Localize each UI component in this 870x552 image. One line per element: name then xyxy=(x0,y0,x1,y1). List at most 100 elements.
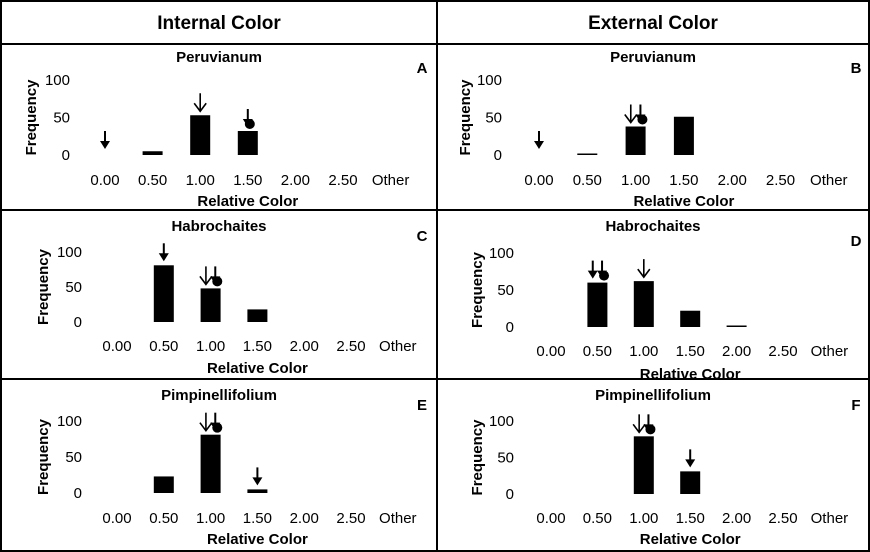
x-tick-label: 2.00 xyxy=(722,343,751,360)
x-tick-label: 2.00 xyxy=(290,338,319,355)
open-arrow-head xyxy=(637,268,651,279)
y-tick-label: 0 xyxy=(74,485,82,502)
bar-1.50 xyxy=(680,471,701,494)
bar-1.00 xyxy=(633,436,654,494)
filled-arrow-head xyxy=(100,141,110,149)
external-color-header: External Color xyxy=(588,13,718,34)
panel-letter: C xyxy=(417,228,428,245)
y-tick-label: 100 xyxy=(45,72,70,89)
y-tick-label: 0 xyxy=(62,147,70,164)
panel-a: Peruvianum A Frequency 0 50 100 0.00 0.50 1.00 1.… xyxy=(23,49,428,210)
dot-marker xyxy=(645,424,656,435)
y-axis-label: Frequency xyxy=(23,79,40,156)
x-tick-label: 0.50 xyxy=(583,510,612,527)
x-tick-label: 0.50 xyxy=(583,343,612,360)
x-tick-label: 0.00 xyxy=(524,172,553,189)
x-tick-label: 0.50 xyxy=(573,172,602,189)
x-tick-label: 1.00 xyxy=(621,172,650,189)
bar-1.00 xyxy=(200,434,221,493)
panel-d: Habrochaites D Frequency 0 50 100 0.00 0.50 1.00… xyxy=(469,218,862,383)
x-tick-label: 1.00 xyxy=(196,510,225,527)
x-tick-label: Other xyxy=(379,510,417,527)
x-axis-label: Relative Color xyxy=(640,531,741,548)
panel-letter: B xyxy=(851,60,862,77)
y-axis-label: Frequency xyxy=(457,79,474,156)
x-tick-label: 2.50 xyxy=(328,172,357,189)
y-tick-label: 100 xyxy=(57,413,82,430)
filled-arrow-head xyxy=(685,459,696,468)
dot-marker xyxy=(599,270,610,281)
x-tick-label: 2.50 xyxy=(766,172,795,189)
y-tick-label: 0 xyxy=(506,486,514,503)
bar-0.50 xyxy=(153,476,174,493)
y-tick-label: 0 xyxy=(494,147,502,164)
bar-1.50 xyxy=(247,309,268,322)
y-axis-label: Frequency xyxy=(35,248,52,325)
x-tick-label: Other xyxy=(811,510,849,527)
bar-1.50 xyxy=(247,489,268,493)
y-tick-label: 50 xyxy=(65,449,82,466)
bar-1.50 xyxy=(673,116,694,155)
panel-title: Habrochaites xyxy=(171,218,266,235)
panel-f: Pimpinellifolium F Frequency 0 50 100 0.00 0.50… xyxy=(469,387,861,548)
x-tick-label: 0.50 xyxy=(149,510,178,527)
x-tick-label: 1.00 xyxy=(196,338,225,355)
y-axis-label: Frequency xyxy=(35,418,52,495)
x-tick-label: 2.00 xyxy=(722,510,751,527)
panel-title: Pimpinellifolium xyxy=(595,387,711,404)
panel-letter: F xyxy=(851,397,860,414)
x-tick-label: 0.00 xyxy=(102,510,131,527)
dot-marker xyxy=(244,119,255,129)
open-arrow-head xyxy=(199,422,213,433)
filled-arrow-head xyxy=(587,270,598,279)
filled-arrow-head xyxy=(534,141,544,149)
panel-letter: D xyxy=(851,233,862,250)
x-tick-label: 1.50 xyxy=(233,172,262,189)
x-tick-label: Other xyxy=(372,172,410,189)
bar-1.00 xyxy=(625,126,646,155)
x-axis-label: Relative Color xyxy=(633,193,734,210)
bar-0.50 xyxy=(577,153,598,155)
x-tick-label: 2.50 xyxy=(768,343,797,360)
x-tick-label: 0.00 xyxy=(90,172,119,189)
panel-title: Pimpinellifolium xyxy=(161,387,277,404)
y-axis-label: Frequency xyxy=(469,419,486,496)
panel-letter: E xyxy=(417,397,427,414)
dot-marker xyxy=(212,422,223,433)
open-arrow-head xyxy=(624,114,638,124)
panel-b: Peruvianum B Frequency 0 50 100 0.00 0.50 1.00 1.… xyxy=(457,49,862,210)
x-tick-label: 0.50 xyxy=(149,338,178,355)
y-tick-label: 100 xyxy=(57,244,82,261)
open-arrow-head xyxy=(632,423,646,434)
x-tick-label: 2.00 xyxy=(281,172,310,189)
panel-title: Peruvianum xyxy=(610,49,696,66)
y-tick-label: 50 xyxy=(497,450,514,467)
x-tick-label: 1.00 xyxy=(629,510,658,527)
x-tick-label: 1.50 xyxy=(243,510,272,527)
y-tick-label: 100 xyxy=(489,413,514,430)
bar-0.50 xyxy=(142,151,163,155)
y-tick-label: 50 xyxy=(53,110,70,127)
panel-c: Habrochaites C Frequency 0 50 100 0.00 0.50 1.00… xyxy=(35,218,428,377)
internal-color-header: Internal Color xyxy=(157,13,281,34)
x-tick-label: 2.00 xyxy=(718,172,747,189)
panel-letter: A xyxy=(417,60,428,77)
x-tick-label: Other xyxy=(379,338,417,355)
x-tick-label: 1.50 xyxy=(676,510,705,527)
x-tick-label: Other xyxy=(810,172,848,189)
x-tick-label: 1.50 xyxy=(676,343,705,360)
y-tick-label: 50 xyxy=(485,110,502,127)
x-axis-label: Relative Color xyxy=(640,366,741,383)
bar-0.50 xyxy=(153,265,174,322)
filled-arrow-head xyxy=(252,477,263,486)
x-axis-label: Relative Color xyxy=(207,531,308,548)
bar-2.00 xyxy=(726,325,747,327)
filled-arrow-head xyxy=(158,253,169,262)
y-tick-label: 50 xyxy=(65,279,82,296)
dot-marker xyxy=(212,276,223,287)
panel-e: Pimpinellifolium E Frequency 0 50 100 0.00 0.50… xyxy=(35,387,427,548)
x-tick-label: 0.00 xyxy=(536,343,565,360)
x-tick-label: 0.00 xyxy=(102,338,131,355)
